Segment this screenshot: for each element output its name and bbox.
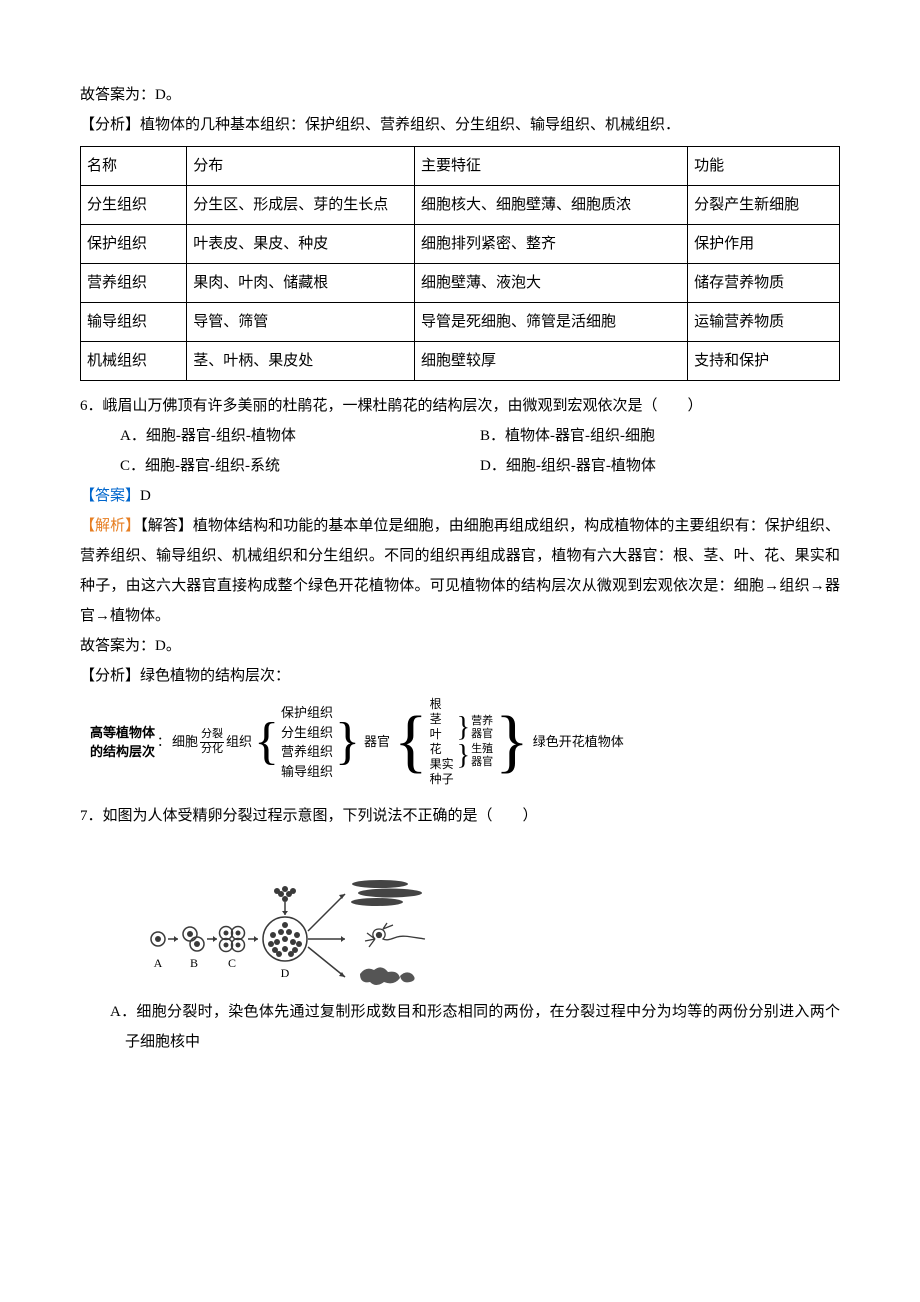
hier-tissue-item: 分生组织 xyxy=(281,723,333,743)
hier-left: 高等植物体 的结构层次 xyxy=(90,723,155,762)
table-cell: 细胞排列紧密、整齐 xyxy=(414,225,687,264)
hier-organ-item: 果实 xyxy=(430,757,454,772)
hier-organ-groups: } 营养 器官 } 生殖 器官 xyxy=(456,714,493,770)
hier-grp1-row: } 营养 器官 xyxy=(456,714,493,742)
hier-split-bot: 分化 xyxy=(201,743,223,756)
fig-label-b: B xyxy=(190,956,198,970)
q7-figure: A B C D xyxy=(140,839,840,989)
table-cell: 细胞壁较厚 xyxy=(414,342,687,381)
hier-split-top: 分裂 xyxy=(201,728,223,741)
table-cell: 茎、叶柄、果皮处 xyxy=(187,342,415,381)
hier-grp2-row: } 生殖 器官 xyxy=(456,742,493,770)
q6-explain: 【解析】【解答】植物体结构和功能的基本单位是细胞，由细胞再组成组织，构成植物体的… xyxy=(80,511,840,631)
answer-value: D xyxy=(140,488,151,504)
analysis-intro-text: 植物体的几种基本组织：保护组织、营养组织、分生组织、输导组织、机械组织． xyxy=(140,117,680,133)
hier-organ-item: 花 xyxy=(430,742,454,757)
hier-left-1: 高等植物体 xyxy=(90,723,155,743)
table-cell: 导管是死细胞、筛管是活细胞 xyxy=(414,303,687,342)
hier-tissue-item: 输导组织 xyxy=(281,762,333,782)
hier-left-2: 的结构层次 xyxy=(90,742,155,762)
table-cell: 叶表皮、果皮、种皮 xyxy=(187,225,415,264)
explain-sub: 【解答】 xyxy=(140,518,193,534)
q6-options: A．细胞-器官-组织-植物体 B．植物体-器官-组织-细胞 C．细胞-器官-组织… xyxy=(80,421,840,481)
table-cell: 支持和保护 xyxy=(688,342,840,381)
fig-label-d: D xyxy=(281,966,290,980)
q6-answer: 【答案】D xyxy=(80,481,840,511)
table-cell: 细胞核大、细胞壁薄、细胞质浓 xyxy=(414,186,687,225)
hier-grp2: 生殖 器官 xyxy=(471,743,493,769)
brace-icon: { xyxy=(392,697,430,787)
hier-organ-item: 种子 xyxy=(430,772,454,787)
table-row: 机械组织茎、叶柄、果皮处细胞壁较厚支持和保护 xyxy=(81,342,840,381)
q6-opt-a: A．细胞-器官-组织-植物体 xyxy=(120,421,480,451)
table-cell: 功能 xyxy=(688,147,840,186)
analysis-label-2: 【分析】 xyxy=(80,668,140,684)
q6-opt-d: D．细胞-组织-器官-植物体 xyxy=(480,451,840,481)
cell-division-icon: A B C D xyxy=(140,839,440,989)
hierarchy-diagram: 高等植物体 的结构层次 ： 细胞 分裂 分化 组织 { 保护组织分生组织营养组织… xyxy=(90,697,840,787)
tissue-table: 名称分布主要特征功能分生组织分生区、形成层、芽的生长点细胞核大、细胞壁薄、细胞质… xyxy=(80,146,840,381)
hier-tissue-item: 营养组织 xyxy=(281,742,333,762)
table-cell: 果肉、叶肉、储藏根 xyxy=(187,264,415,303)
hier-tissue-item: 保护组织 xyxy=(281,703,333,723)
table-cell: 细胞壁薄、液泡大 xyxy=(414,264,687,303)
table-row: 营养组织果肉、叶肉、储藏根细胞壁薄、液泡大储存营养物质 xyxy=(81,264,840,303)
hier-grp2b: 器官 xyxy=(471,756,493,769)
table-cell: 运输营养物质 xyxy=(688,303,840,342)
table-cell: 保护作用 xyxy=(688,225,840,264)
fig-label-a: A xyxy=(154,956,163,970)
hier-organ: 器官 xyxy=(362,732,392,752)
table-cell: 主要特征 xyxy=(414,147,687,186)
q6-opt-c: C．细胞-器官-组织-系统 xyxy=(120,451,480,481)
q6-answer-line: 故答案为：D。 xyxy=(80,631,840,661)
table-cell: 分裂产生新细胞 xyxy=(688,186,840,225)
brace-icon: } xyxy=(456,714,471,742)
table-cell: 分生区、形成层、芽的生长点 xyxy=(187,186,415,225)
table-cell: 导管、筛管 xyxy=(187,303,415,342)
explain-text: 植物体结构和功能的基本单位是细胞，由细胞再组成组织，构成植物体的主要组织有：保护… xyxy=(80,518,840,624)
table-cell: 保护组织 xyxy=(81,225,187,264)
table-cell: 名称 xyxy=(81,147,187,186)
brace-icon: } xyxy=(493,697,531,787)
hier-split: 分裂 分化 xyxy=(198,728,226,755)
hier-organ-item: 叶 xyxy=(430,727,454,742)
hier-organ-item: 根 xyxy=(430,697,454,712)
q6-analysis: 【分析】绿色植物的结构层次： xyxy=(80,661,840,691)
table-cell: 输导组织 xyxy=(81,303,187,342)
hier-organ-item: 茎 xyxy=(430,712,454,727)
hier-tissues: 保护组织分生组织营养组织输导组织 xyxy=(281,703,333,781)
table-row: 输导组织导管、筛管导管是死细胞、筛管是活细胞运输营养物质 xyxy=(81,303,840,342)
fig-label-c: C xyxy=(228,956,236,970)
hier-organs: 根茎叶花果实种子 xyxy=(430,697,454,787)
prev-answer-line: 故答案为：D。 xyxy=(80,80,840,110)
q7-opt-a: A．细胞分裂时，染色体先通过复制形成数目和形态相同的两份，在分裂过程中分为均等的… xyxy=(95,997,840,1057)
hier-final: 绿色开花植物体 xyxy=(531,732,624,752)
q7-stem: 7．如图为人体受精卵分裂过程示意图，下列说法不正确的是（ ） xyxy=(80,801,840,831)
table-cell: 储存营养物质 xyxy=(688,264,840,303)
answer-label: 【答案】 xyxy=(80,488,140,504)
table-cell: 分生组织 xyxy=(81,186,187,225)
hier-grp1a: 营养 xyxy=(471,715,493,728)
hier-grp1b: 器官 xyxy=(471,728,493,741)
analysis-label: 【分析】 xyxy=(80,117,140,133)
q6-opt-b: B．植物体-器官-组织-细胞 xyxy=(480,421,840,451)
brace-icon: } xyxy=(456,742,471,770)
table-row: 名称分布主要特征功能 xyxy=(81,147,840,186)
brace-icon: { xyxy=(252,697,281,787)
hier-colon: ： xyxy=(155,732,172,752)
hier-grp2a: 生殖 xyxy=(471,743,493,756)
hier-cell: 细胞 xyxy=(172,732,198,752)
brace-icon: } xyxy=(333,697,362,787)
table-row: 保护组织叶表皮、果皮、种皮细胞排列紧密、整齐保护作用 xyxy=(81,225,840,264)
q6-stem: 6．峨眉山万佛顶有许多美丽的杜鹃花，一棵杜鹃花的结构层次，由微观到宏观依次是（ … xyxy=(80,391,840,421)
table-cell: 分布 xyxy=(187,147,415,186)
analysis-intro: 【分析】植物体的几种基本组织：保护组织、营养组织、分生组织、输导组织、机械组织． xyxy=(80,110,840,140)
explain-label: 【解析】 xyxy=(80,518,140,534)
table-row: 分生组织分生区、形成层、芽的生长点细胞核大、细胞壁薄、细胞质浓分裂产生新细胞 xyxy=(81,186,840,225)
analysis-text-2: 绿色植物的结构层次： xyxy=(140,668,290,684)
table-cell: 营养组织 xyxy=(81,264,187,303)
table-cell: 机械组织 xyxy=(81,342,187,381)
hier-tissue: 组织 xyxy=(226,732,252,752)
hier-grp1: 营养 器官 xyxy=(471,715,493,741)
